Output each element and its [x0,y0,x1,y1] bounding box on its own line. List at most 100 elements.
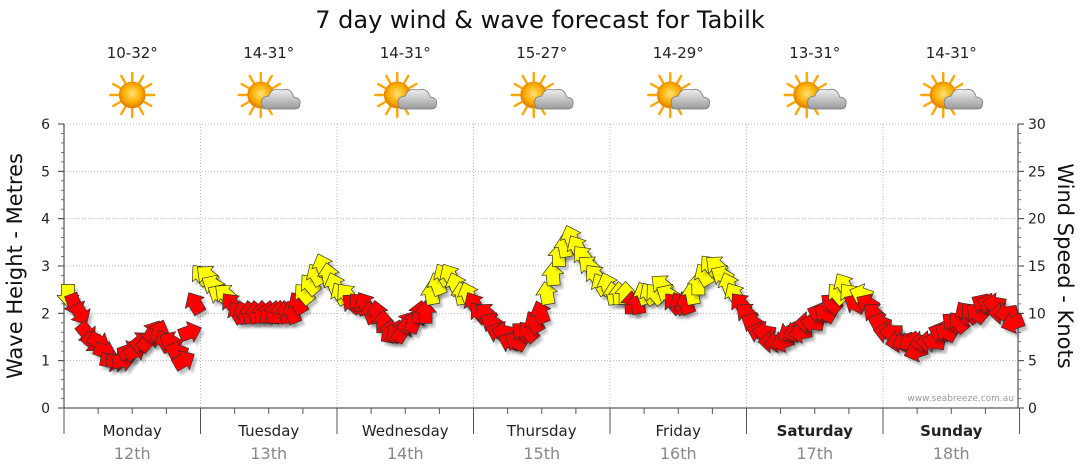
wind-arrow [177,321,202,343]
sun-ray [513,100,523,108]
sun-ray [120,74,127,85]
partly-cloudy-icon [374,71,438,119]
wind-arrow [69,301,91,325]
sun-ray [922,100,933,108]
temperature-label: 14-31° [926,44,977,62]
right-tick-label: 15 [1028,259,1046,275]
sun-ray [794,74,801,85]
day-name-label: Monday [103,422,162,440]
temperature-label: 14-31° [380,44,431,62]
day-name-label: Friday [656,422,702,440]
sun-ray [248,105,255,116]
right-tick-label: 10 [1028,306,1046,322]
right-tick-label: 0 [1028,401,1037,417]
sun-ray [794,105,801,116]
sun-ray [120,105,127,116]
sun-rays [647,71,694,119]
sun-ray [931,74,938,85]
sun-ray [681,82,691,90]
chart-title: 7 day wind & wave forecast for Tabilk [315,6,765,34]
sun-rays [109,71,156,119]
right-axis-ticks: 0 5 10 15 20 25 30 [1018,117,1046,417]
sun-ray [408,82,418,90]
left-tick-label: 3 [41,259,50,275]
day-name-label: Saturday [777,422,854,440]
cloud-shape [534,88,574,110]
sun-ray [649,100,660,108]
sun-ray [658,74,665,85]
wind-arrow [1000,312,1026,334]
day-date-label: 12th [114,444,151,463]
day-date-label: 18th [933,444,970,463]
right-tick-label: 5 [1028,354,1037,370]
wind-arrow [184,292,207,317]
left-tick-label: 4 [41,212,50,228]
sun-ray [786,100,796,108]
temperature-row: 10-32° 14-31° 14-31° 15-27° 14-29° 13-31° 14-3… [107,44,977,62]
sun-ray [812,74,819,85]
day-date-label: 15th [523,444,560,463]
sun-ray [266,74,273,85]
sun-ray [521,74,528,85]
day-date-label: 17th [796,444,833,463]
day-date-label: 14th [387,444,424,463]
sun-ray [658,105,665,116]
cloud-shape [397,88,438,110]
sun-ray [949,74,956,85]
sun-ray [240,82,250,90]
right-tick-label: 30 [1028,117,1046,133]
sun-ray [403,74,410,85]
wind-arrow [170,350,195,372]
sun-ray [376,100,387,108]
credit-text: www.seabreeze.com.au [907,394,1014,404]
sun-ray [544,82,555,90]
day-labels: Monday 12th Tuesday 13th Wednesday 14th Thursd… [103,422,983,463]
left-tick-label: 2 [41,306,50,322]
cloud-shape [943,88,984,110]
day-name-label: Thursday [506,422,577,440]
sun-ray [143,100,153,108]
left-tick-label: 1 [41,354,50,370]
right-tick-label: 20 [1028,212,1046,228]
left-tick-label: 5 [41,164,50,180]
left-tick-label: 6 [41,117,50,133]
temperature-label: 15-27° [516,44,567,62]
sun-ray [111,100,122,108]
sun-ray [385,74,392,85]
wind-arrows [56,225,1029,376]
cloud-shape [807,88,847,110]
day-name-label: Wednesday [362,422,449,440]
sun-ray [248,74,255,85]
day-date-label: 16th [660,444,697,463]
weather-icon-row [109,71,984,119]
sun-ray [376,82,387,90]
sun-ray [513,82,523,90]
sun-ray [539,74,546,85]
day-name-label: Tuesday [237,422,299,440]
sun-ray [931,105,938,116]
partly-cloudy-icon [920,71,984,119]
sun-ray [385,105,392,116]
partly-cloudy-icon [647,71,711,119]
sun-ray [143,82,153,90]
partly-cloudy-icon [237,71,301,119]
sun-ray [271,82,282,90]
sun-ray [676,74,683,85]
temperature-label: 14-29° [653,44,704,62]
temperature-label: 13-31° [789,44,840,62]
day-name-label: Sunday [920,422,983,440]
temperature-label: 10-32° [107,44,158,62]
right-tick-label: 25 [1028,164,1046,180]
sun-ray [817,82,828,90]
sun-ray [521,105,528,116]
sun-ray [111,82,122,90]
sun-ray [922,82,933,90]
left-axis-ticks: 0 1 2 3 4 5 6 [41,117,64,417]
right-axis-label: Wind Speed - Knots [1053,163,1077,368]
partly-cloudy-icon [510,71,574,119]
temperature-label: 14-31° [243,44,294,62]
sun-ray [138,105,145,116]
sun-ray [138,74,145,85]
day-date-label: 13th [250,444,287,463]
